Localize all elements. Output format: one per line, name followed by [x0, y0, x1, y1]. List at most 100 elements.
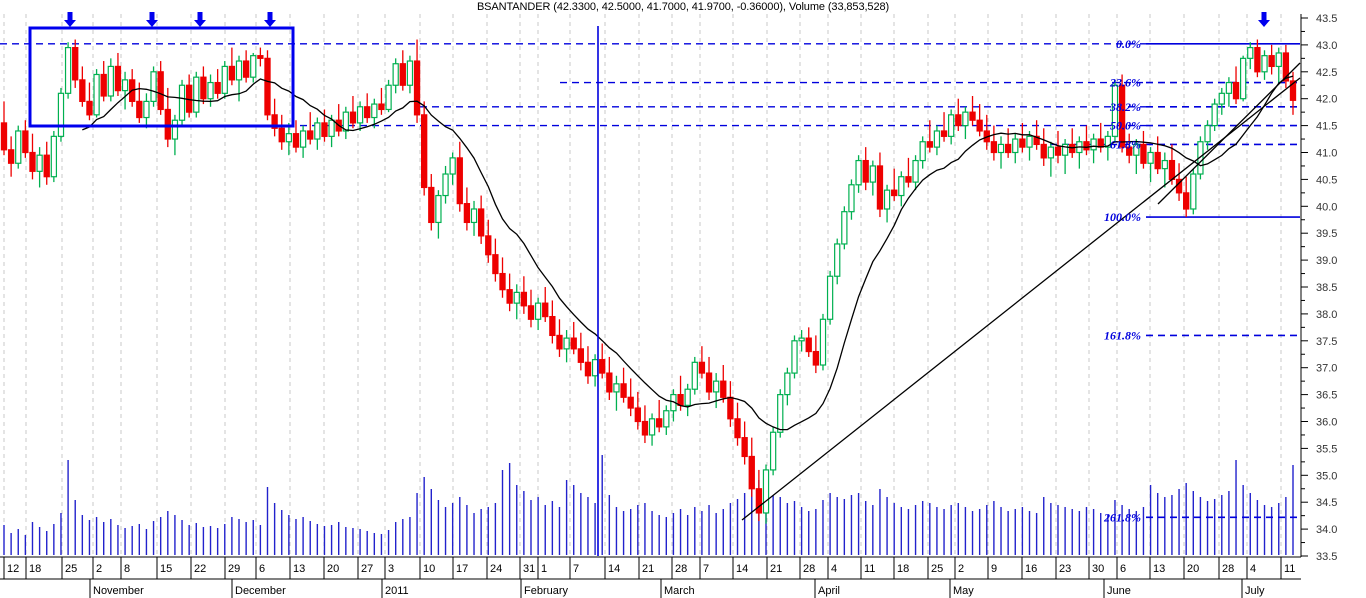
- candle-body[interactable]: [762, 469, 770, 514]
- candle-body[interactable]: [470, 208, 478, 224]
- candle-body[interactable]: [720, 380, 727, 398]
- candle-body[interactable]: [356, 106, 364, 124]
- candle-body[interactable]: [798, 337, 805, 342]
- candle-body[interactable]: [876, 165, 884, 210]
- candle-body[interactable]: [86, 100, 93, 116]
- candle-body[interactable]: [228, 65, 236, 81]
- candle-body[interactable]: [826, 275, 834, 320]
- candle-body[interactable]: [242, 60, 250, 78]
- candle-body[interactable]: [1104, 135, 1112, 148]
- candle-body[interactable]: [1097, 138, 1104, 148]
- candle-body[interactable]: [193, 76, 200, 113]
- candle-body[interactable]: [314, 122, 321, 140]
- candle-body[interactable]: [1225, 81, 1233, 94]
- candle-body[interactable]: [948, 114, 955, 137]
- candle-body[interactable]: [997, 143, 1005, 154]
- candle-body[interactable]: [278, 127, 285, 143]
- candle-body[interactable]: [883, 189, 891, 210]
- candle-body[interactable]: [292, 133, 300, 148]
- candle-body[interactable]: [485, 235, 492, 256]
- candle-body[interactable]: [285, 133, 293, 143]
- candle-body[interactable]: [1126, 146, 1133, 156]
- candle-body[interactable]: [898, 176, 905, 197]
- candle-body[interactable]: [406, 60, 414, 86]
- candle-body[interactable]: [1004, 143, 1012, 154]
- candle-body[interactable]: [271, 114, 278, 129]
- candle-body[interactable]: [691, 361, 698, 390]
- candle-body[interactable]: [1061, 143, 1069, 156]
- candle-body[interactable]: [171, 119, 179, 140]
- candle-body[interactable]: [1268, 55, 1275, 68]
- candle-body[interactable]: [1275, 52, 1282, 68]
- candle-body[interactable]: [1069, 143, 1076, 154]
- candle-body[interactable]: [1254, 46, 1261, 73]
- candle-body[interactable]: [1154, 151, 1161, 170]
- candle-body[interactable]: [342, 111, 349, 132]
- candle-body[interactable]: [449, 157, 456, 175]
- candle-body[interactable]: [990, 141, 998, 154]
- candle-body[interactable]: [1147, 151, 1154, 164]
- candle-body[interactable]: [442, 173, 449, 197]
- candle-body[interactable]: [121, 79, 129, 92]
- candle-body[interactable]: [1033, 135, 1040, 146]
- candle-body[interactable]: [1239, 57, 1247, 100]
- candle-body[interactable]: [1168, 159, 1176, 181]
- candle-body[interactable]: [577, 348, 585, 363]
- candle-body[interactable]: [862, 159, 869, 183]
- candle-body[interactable]: [235, 60, 243, 81]
- down-arrow-icon[interactable]: [146, 12, 158, 27]
- candle-body[interactable]: [492, 254, 499, 275]
- candle-body[interactable]: [1247, 46, 1254, 59]
- candle-body[interactable]: [421, 114, 428, 189]
- candle-body[interactable]: [606, 372, 613, 393]
- candle-body[interactable]: [869, 165, 876, 183]
- signal-arrows-layer[interactable]: [64, 12, 1270, 27]
- candle-body[interactable]: [7, 149, 15, 164]
- candle-body[interactable]: [556, 334, 563, 350]
- candle-body[interactable]: [214, 81, 221, 94]
- candle-body[interactable]: [584, 361, 592, 377]
- candle-body[interactable]: [777, 394, 784, 433]
- candle-body[interactable]: [855, 159, 862, 186]
- candle-body[interactable]: [79, 79, 86, 102]
- candle-body[interactable]: [1083, 141, 1090, 151]
- candle-body[interactable]: [1026, 135, 1033, 148]
- candle-body[interactable]: [1261, 55, 1268, 73]
- candle-body[interactable]: [926, 141, 933, 148]
- candle-body[interactable]: [93, 73, 100, 116]
- candle-body[interactable]: [784, 372, 791, 396]
- down-arrow-icon[interactable]: [1258, 12, 1270, 27]
- candle-body[interactable]: [513, 291, 520, 304]
- candle-body[interactable]: [591, 359, 599, 377]
- candle-body[interactable]: [399, 63, 406, 86]
- candle-body[interactable]: [1282, 52, 1290, 82]
- candle-body[interactable]: [705, 372, 713, 393]
- candle-body[interactable]: [15, 130, 22, 164]
- candle-body[interactable]: [819, 318, 827, 366]
- candle-body[interactable]: [200, 76, 207, 100]
- candle-body[interactable]: [684, 388, 691, 406]
- candle-body[interactable]: [1040, 143, 1047, 159]
- candle-body[interactable]: [392, 63, 399, 86]
- highlight-box-layer[interactable]: [28, 26, 295, 128]
- candle-body[interactable]: [656, 418, 663, 428]
- candle-body[interactable]: [520, 291, 528, 307]
- candle-body[interactable]: [143, 100, 150, 119]
- candle-body[interactable]: [741, 437, 748, 458]
- candle-body[interactable]: [969, 111, 976, 121]
- candle-body[interactable]: [50, 135, 58, 178]
- candle-body[interactable]: [755, 488, 763, 514]
- candle-body[interactable]: [563, 337, 570, 350]
- candle-body[interactable]: [114, 65, 122, 92]
- candle-body[interactable]: [627, 396, 634, 409]
- candle-body[interactable]: [976, 119, 983, 132]
- candle-body[interactable]: [1197, 141, 1204, 175]
- candle-body[interactable]: [599, 359, 606, 374]
- candle-body[interactable]: [64, 46, 72, 94]
- candle-body[interactable]: [1133, 143, 1140, 156]
- candle-body[interactable]: [477, 208, 485, 237]
- candle-body[interactable]: [648, 418, 656, 436]
- candle-body[interactable]: [834, 243, 841, 277]
- candle-body[interactable]: [1218, 92, 1225, 105]
